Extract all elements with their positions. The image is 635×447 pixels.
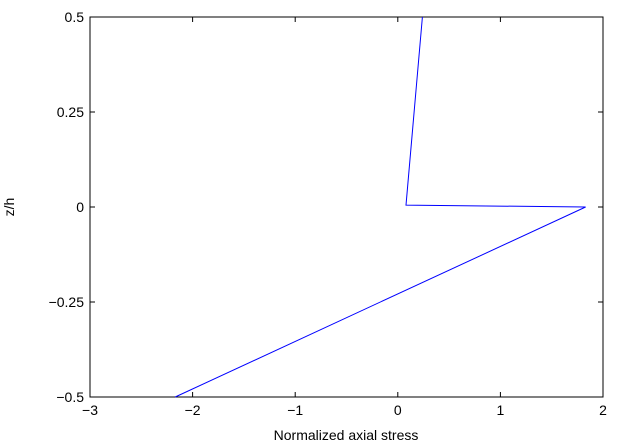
series-line bbox=[174, 16, 586, 398]
plot-area bbox=[89, 16, 604, 398]
y-axis-label: z/h bbox=[1, 198, 17, 217]
x-tick-label: −3 bbox=[82, 402, 98, 418]
x-tick-label: 1 bbox=[497, 402, 505, 418]
series-layer bbox=[174, 16, 586, 398]
y-tick-label: −0.5 bbox=[56, 389, 84, 405]
x-tick-label: −1 bbox=[287, 402, 303, 418]
x-tick-label: 0 bbox=[394, 402, 402, 418]
x-tick-label: −2 bbox=[185, 402, 201, 418]
y-tick-label: 0 bbox=[76, 199, 84, 215]
x-axis-ticks: −3 −2 −1 0 1 2 bbox=[82, 17, 607, 418]
y-tick-label: −0.25 bbox=[49, 294, 85, 310]
y-axis-ticks: −0.5 −0.25 0 0.25 0.5 bbox=[49, 9, 603, 405]
x-axis-label: Normalized axial stress bbox=[274, 427, 419, 443]
x-tick-label: 2 bbox=[599, 402, 607, 418]
y-tick-label: 0.5 bbox=[65, 9, 85, 25]
y-tick-label: 0.25 bbox=[57, 104, 84, 120]
